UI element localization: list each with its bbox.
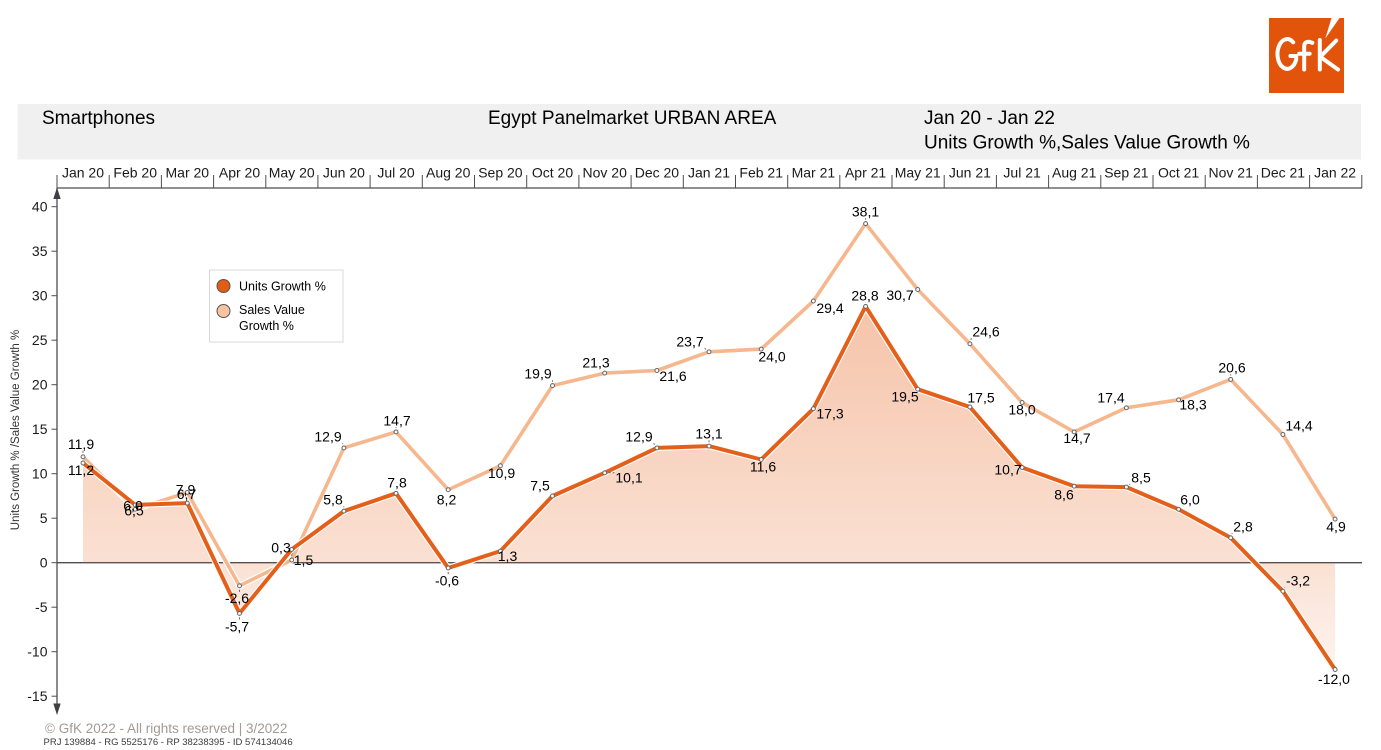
svg-text:Dec 20: Dec 20 — [635, 165, 680, 181]
svg-text:24,6: 24,6 — [972, 324, 999, 340]
svg-text:Feb 21: Feb 21 — [739, 165, 783, 181]
svg-text:6,5: 6,5 — [124, 503, 144, 519]
svg-text:-15: -15 — [27, 688, 47, 704]
svg-text:6,7: 6,7 — [177, 486, 197, 502]
svg-text:Jan 20 - Jan 22: Jan 20 - Jan 22 — [924, 108, 1055, 129]
svg-text:7,5: 7,5 — [530, 478, 550, 494]
svg-text:Sep 20: Sep 20 — [478, 165, 523, 181]
svg-text:Sep 21: Sep 21 — [1104, 165, 1149, 181]
svg-text:Jun 21: Jun 21 — [949, 165, 991, 181]
svg-text:-12,0: -12,0 — [1318, 671, 1350, 687]
svg-text:Jan 22: Jan 22 — [1314, 165, 1356, 181]
svg-text:14,7: 14,7 — [1063, 430, 1090, 446]
svg-text:1,3: 1,3 — [498, 548, 518, 564]
svg-text:Sales Value: Sales Value — [239, 303, 305, 317]
svg-text:24,0: 24,0 — [758, 349, 785, 365]
svg-text:23,7: 23,7 — [676, 334, 703, 350]
svg-text:Mar 21: Mar 21 — [792, 165, 836, 181]
svg-text:2,8: 2,8 — [1233, 519, 1253, 535]
svg-text:30: 30 — [32, 287, 48, 303]
svg-text:4,9: 4,9 — [1326, 519, 1346, 535]
svg-text:20: 20 — [32, 376, 48, 392]
svg-text:Mar 20: Mar 20 — [166, 165, 210, 181]
svg-text:Units Growth % /Sales Value Gr: Units Growth % /Sales Value Growth % — [10, 330, 22, 530]
svg-text:19,5: 19,5 — [891, 389, 918, 405]
svg-text:17,3: 17,3 — [816, 406, 843, 422]
svg-text:17,5: 17,5 — [967, 390, 994, 406]
svg-text:40: 40 — [32, 198, 48, 214]
svg-text:0,3: 0,3 — [271, 540, 291, 556]
svg-text:38,1: 38,1 — [852, 204, 879, 220]
svg-text:May 20: May 20 — [269, 165, 315, 181]
svg-text:Aug 20: Aug 20 — [426, 165, 471, 181]
svg-text:© GfK 2022 - All rights reserv: © GfK 2022 - All rights reserved | 3/202… — [45, 721, 287, 736]
svg-text:Smartphones: Smartphones — [42, 108, 155, 129]
svg-text:10,1: 10,1 — [615, 470, 642, 486]
svg-text:12,9: 12,9 — [625, 429, 652, 445]
svg-text:Oct 21: Oct 21 — [1158, 165, 1199, 181]
svg-text:14,7: 14,7 — [383, 413, 410, 429]
svg-text:Apr 20: Apr 20 — [219, 165, 260, 181]
svg-text:28,8: 28,8 — [851, 288, 878, 304]
svg-text:10,9: 10,9 — [488, 465, 515, 481]
svg-text:11,9: 11,9 — [68, 436, 94, 452]
svg-text:0: 0 — [40, 554, 48, 570]
svg-text:Nov 21: Nov 21 — [1209, 165, 1254, 181]
svg-text:-3,2: -3,2 — [1286, 573, 1310, 589]
svg-text:11,2: 11,2 — [68, 462, 94, 478]
svg-text:7,9: 7,9 — [176, 482, 196, 498]
svg-text:8,2: 8,2 — [437, 492, 457, 508]
svg-text:15: 15 — [32, 421, 48, 437]
svg-text:25: 25 — [32, 332, 48, 348]
svg-text:-5: -5 — [35, 599, 48, 615]
svg-text:10,7: 10,7 — [994, 462, 1021, 478]
svg-text:8,5: 8,5 — [1131, 470, 1151, 486]
svg-text:21,3: 21,3 — [582, 355, 609, 371]
svg-text:-0,6: -0,6 — [435, 573, 459, 589]
svg-text:18,3: 18,3 — [1179, 397, 1206, 413]
svg-text:35: 35 — [32, 243, 48, 259]
svg-text:5: 5 — [40, 510, 48, 526]
svg-text:19,9: 19,9 — [524, 366, 551, 382]
svg-text:5,8: 5,8 — [323, 492, 343, 508]
svg-text:-5,7: -5,7 — [225, 619, 249, 635]
svg-text:21,6: 21,6 — [659, 368, 686, 384]
svg-text:May 21: May 21 — [895, 165, 941, 181]
svg-text:Units Growth %,Sales Value Gro: Units Growth %,Sales Value Growth % — [924, 133, 1250, 154]
svg-text:8,6: 8,6 — [1054, 487, 1074, 503]
svg-text:Dec 21: Dec 21 — [1261, 165, 1306, 181]
svg-text:29,4: 29,4 — [816, 300, 843, 316]
svg-text:Nov 20: Nov 20 — [583, 165, 628, 181]
svg-text:10: 10 — [32, 465, 48, 481]
svg-text:Growth %: Growth % — [239, 319, 294, 333]
svg-text:Oct 20: Oct 20 — [532, 165, 573, 181]
svg-text:Egypt Panelmarket URBAN AREA: Egypt Panelmarket URBAN AREA — [488, 108, 777, 129]
svg-text:Apr 21: Apr 21 — [845, 165, 886, 181]
svg-text:-2,6: -2,6 — [225, 590, 249, 606]
svg-text:Jun 20: Jun 20 — [323, 165, 365, 181]
svg-text:14,4: 14,4 — [1285, 418, 1312, 434]
svg-text:6,0: 6,0 — [123, 498, 143, 514]
svg-text:17,4: 17,4 — [1097, 390, 1124, 406]
svg-text:1,5: 1,5 — [294, 552, 314, 568]
svg-text:PRJ 139884 - RG 5525176 - RP 3: PRJ 139884 - RG 5525176 - RP 38238395 - … — [44, 737, 293, 748]
svg-text:12,9: 12,9 — [314, 429, 341, 445]
svg-text:Feb 20: Feb 20 — [113, 165, 157, 181]
svg-text:7,8: 7,8 — [387, 475, 407, 491]
svg-text:30,7: 30,7 — [886, 287, 913, 303]
svg-text:20,6: 20,6 — [1218, 360, 1245, 376]
svg-text:Jul 21: Jul 21 — [1003, 165, 1041, 181]
svg-text:-10: -10 — [27, 643, 47, 659]
svg-text:Jan 21: Jan 21 — [688, 165, 730, 181]
svg-text:Aug 21: Aug 21 — [1052, 165, 1097, 181]
svg-text:Units Growth %: Units Growth % — [239, 280, 326, 294]
svg-text:Jul 20: Jul 20 — [377, 165, 415, 181]
svg-text:18,0: 18,0 — [1008, 402, 1035, 418]
svg-text:6,0: 6,0 — [1180, 492, 1200, 508]
svg-text:11,6: 11,6 — [750, 459, 776, 475]
svg-text:13,1: 13,1 — [695, 426, 722, 442]
svg-text:Jan 20: Jan 20 — [62, 165, 104, 181]
